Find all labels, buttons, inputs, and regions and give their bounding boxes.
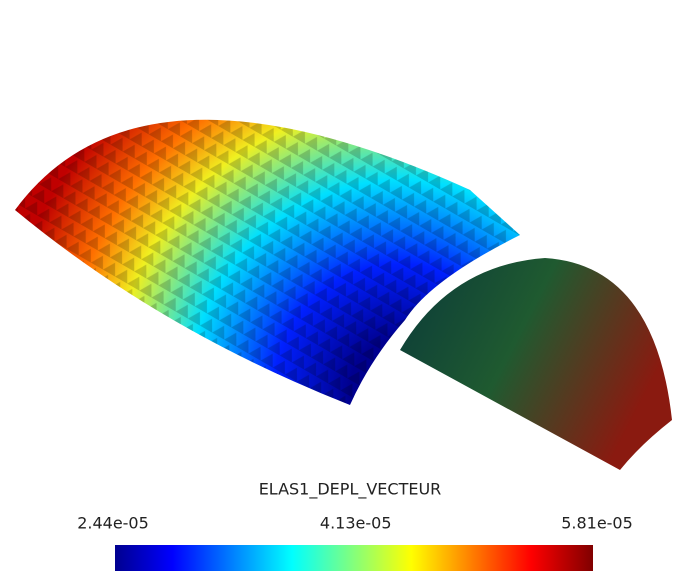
colorbar-tick-label: 5.81e-05 — [561, 514, 633, 533]
colorbar-tick-label: 2.44e-05 — [77, 514, 149, 533]
legend-title: ELAS1_DEPL_VECTEUR — [259, 480, 442, 500]
colorbar — [115, 545, 593, 571]
colorbar-tick-label: 4.13e-05 — [320, 514, 392, 533]
vector-glyphs — [15, 119, 520, 405]
end-cap — [400, 258, 672, 470]
